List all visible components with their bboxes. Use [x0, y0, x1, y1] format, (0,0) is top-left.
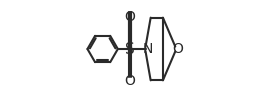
Text: O: O [172, 42, 183, 56]
Text: O: O [125, 74, 136, 88]
Text: O: O [125, 10, 136, 24]
Text: N: N [143, 42, 153, 56]
Text: S: S [125, 41, 135, 57]
